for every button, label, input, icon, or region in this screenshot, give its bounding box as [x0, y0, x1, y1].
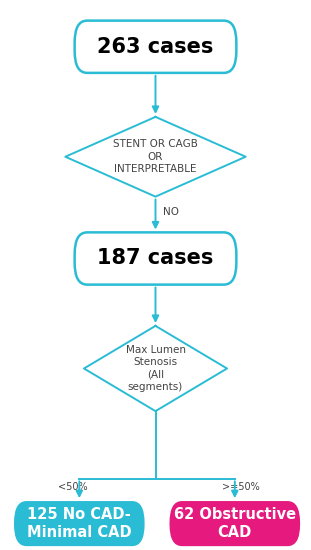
- Text: <50%: <50%: [58, 482, 88, 492]
- Text: Max Lumen
Stenosis
(All
segments): Max Lumen Stenosis (All segments): [126, 345, 185, 392]
- Text: STENT OR CAGB
OR
INTERPRETABLE: STENT OR CAGB OR INTERPRETABLE: [113, 139, 198, 174]
- Text: 187 cases: 187 cases: [97, 249, 214, 268]
- FancyBboxPatch shape: [75, 232, 236, 285]
- Text: NO: NO: [163, 207, 179, 217]
- Text: 263 cases: 263 cases: [97, 37, 214, 57]
- FancyBboxPatch shape: [14, 501, 145, 546]
- FancyBboxPatch shape: [169, 501, 300, 546]
- Text: >=50%: >=50%: [222, 482, 260, 492]
- Text: 125 No CAD-
Minimal CAD: 125 No CAD- Minimal CAD: [27, 507, 132, 541]
- Text: 62 Obstructive
CAD: 62 Obstructive CAD: [174, 507, 296, 541]
- FancyBboxPatch shape: [75, 20, 236, 73]
